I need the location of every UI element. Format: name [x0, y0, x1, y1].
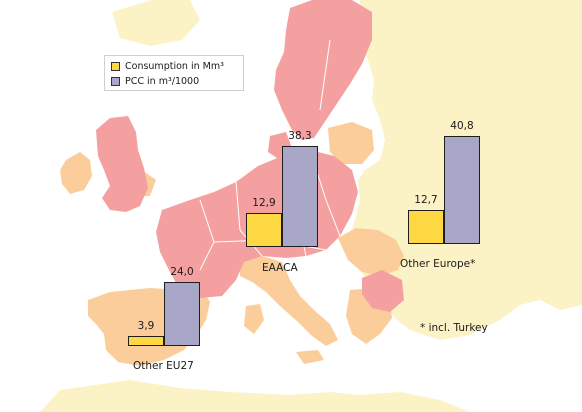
- pcc-value-label-1: 38,3: [288, 130, 312, 142]
- chart-legend: Consumption in Mm³ PCC in m³/1000: [104, 55, 244, 91]
- pcc-value-label-2: 40,8: [450, 120, 474, 132]
- pcc-swatch: [111, 76, 120, 86]
- other-eu27-region: [60, 152, 92, 194]
- legend-item-pcc: PCC in m³/1000: [111, 74, 199, 88]
- group-label-1: EAACA: [262, 262, 298, 274]
- other-eu27-region: [328, 122, 374, 164]
- footnote: * incl. Turkey: [420, 322, 488, 334]
- other-eu27-region: [296, 350, 324, 364]
- consumption-bar-2: [408, 210, 444, 244]
- consumption-value-label-1: 12,9: [252, 197, 276, 209]
- consumption-value-label-2: 12,7: [414, 194, 438, 206]
- other-eu27-region: [240, 256, 338, 346]
- consumption-bar-1: [246, 213, 282, 247]
- legend-label-consumption: Consumption in Mm³: [125, 60, 224, 72]
- legend-label-pcc: PCC in m³/1000: [125, 75, 200, 87]
- other-eu27-region: [338, 228, 404, 276]
- consumption-bar-0: [128, 336, 164, 346]
- pcc-bar-0: [164, 282, 200, 346]
- pcc-value-label-0: 24,0: [170, 266, 194, 278]
- eaaca-region: [274, 0, 372, 140]
- pcc-bar-1: [282, 146, 318, 247]
- other-eu27-region: [244, 304, 264, 334]
- eaaca-region: [362, 270, 404, 312]
- eaaca-region: [96, 116, 148, 212]
- group-label-2: Other Europe*: [400, 258, 476, 270]
- outside-landmass: [40, 380, 470, 412]
- consumption-swatch: [111, 61, 120, 71]
- consumption-value-label-0: 3,9: [137, 320, 155, 332]
- legend-item-consumption: Consumption in Mm³: [111, 59, 224, 73]
- outside-landmass: [112, 0, 200, 46]
- pcc-bar-2: [444, 136, 480, 244]
- group-label-0: Other EU27: [133, 360, 194, 372]
